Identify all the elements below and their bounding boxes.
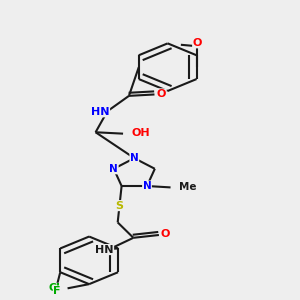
- Text: OH: OH: [132, 128, 150, 138]
- Text: O: O: [157, 89, 166, 99]
- Text: O: O: [160, 230, 170, 239]
- Text: N: N: [110, 164, 118, 174]
- Text: F: F: [53, 286, 61, 296]
- Text: Cl: Cl: [49, 283, 61, 293]
- Text: N: N: [142, 181, 152, 191]
- Text: HN: HN: [91, 107, 110, 117]
- Text: HN: HN: [95, 244, 114, 255]
- Text: N: N: [130, 153, 139, 163]
- Text: O: O: [193, 38, 202, 48]
- Text: Me: Me: [179, 182, 197, 192]
- Text: S: S: [116, 201, 124, 211]
